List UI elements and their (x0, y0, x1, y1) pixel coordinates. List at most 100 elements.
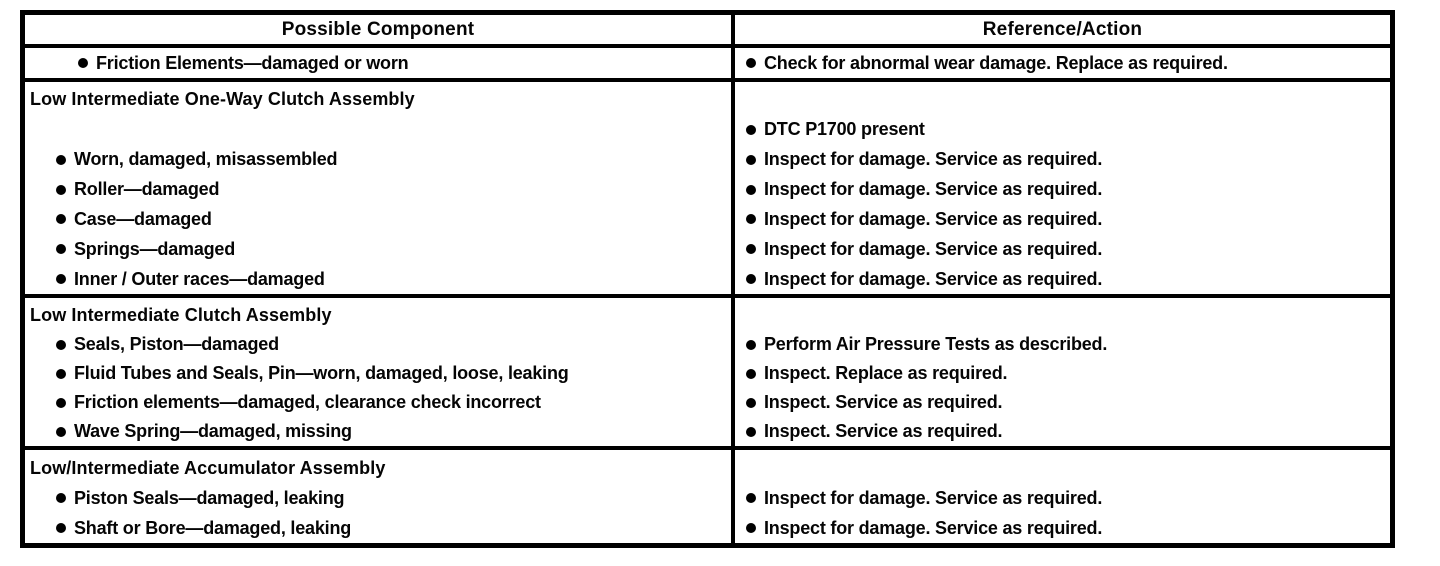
bullet-icon (746, 368, 756, 379)
action-item-text: Inspect. Replace as required. (764, 363, 1008, 383)
component-item: Piston Seals—damaged, leaking (25, 483, 731, 513)
section-heading-text: Low Intermediate One-Way Clutch Assembly (30, 89, 415, 110)
component-item: Inner / Outer races—damaged (25, 264, 731, 294)
component-item-text: Friction Elements—damaged or worn (96, 52, 409, 73)
bullet-icon (78, 58, 88, 68)
component-item-text: Fluid Tubes and Seals, Pin—worn, damaged… (74, 363, 569, 383)
action-item: Inspect. Service as required. (735, 388, 1390, 417)
component-item: Fluid Tubes and Seals, Pin—worn, damaged… (25, 359, 731, 388)
bullet-icon (56, 244, 66, 255)
action-item-text: Inspect for damage. Service as required. (764, 208, 1103, 229)
action-item: Perform Air Pressure Tests as described. (735, 330, 1390, 359)
bullet-icon (746, 244, 756, 255)
action-item-text: Inspect for damage. Service as required. (764, 487, 1103, 508)
bullet-icon (56, 339, 66, 350)
action-item: Inspect for damage. Service as required. (735, 234, 1390, 264)
bullet-icon (746, 493, 756, 503)
section-heading-text: Low/Intermediate Accumulator Assembly (30, 457, 386, 478)
section-heading: Low Intermediate Clutch Assembly (25, 301, 731, 330)
action-item: Inspect for damage. Service as required. (735, 175, 1390, 205)
accumulator-actions-cell: Inspect for damage. Service as required.… (735, 450, 1390, 543)
component-item-text: Inner / Outer races—damaged (74, 268, 325, 289)
accumulator-components-cell: Low/Intermediate Accumulator Assembly Pi… (25, 450, 735, 543)
bullet-icon (746, 339, 756, 350)
li-clutch-section: Low Intermediate Clutch Assembly Seals, … (25, 294, 1390, 446)
action-item: Inspect for damage. Service as required. (735, 264, 1390, 294)
possible-component-header: Possible Component (25, 15, 735, 44)
component-item: Case—damaged (25, 204, 731, 234)
action-item-text: Inspect for damage. Service as required. (764, 179, 1103, 199)
bullet-icon (56, 523, 66, 533)
component-item-text: Friction elements—damaged, clearance che… (74, 392, 541, 412)
action-item-text: Inspect for damage. Service as required. (764, 517, 1103, 538)
component-item-text: Wave Spring—damaged, missing (74, 421, 352, 441)
bullet-icon (56, 426, 66, 437)
bullet-icon (746, 274, 756, 285)
action-item-text: Inspect for damage. Service as required. (764, 268, 1103, 289)
action-item-text: Perform Air Pressure Tests as described. (764, 334, 1108, 354)
li-clutch-actions-cell: Perform Air Pressure Tests as described.… (735, 298, 1390, 446)
component-item-text: Springs—damaged (74, 238, 236, 259)
oneway-clutch-section: Low Intermediate One-Way Clutch Assembly… (25, 78, 1390, 294)
bullet-icon (746, 58, 756, 68)
bullet-icon (746, 397, 756, 408)
oneway-components-cell: Low Intermediate One-Way Clutch Assembly… (25, 82, 735, 294)
component-item: Friction elements—damaged, clearance che… (25, 388, 731, 417)
component-item-text: Seals, Piston—damaged (74, 334, 279, 354)
action-item-text: Inspect for damage. Service as required. (764, 149, 1103, 170)
oneway-actions-cell: DTC P1700 present Inspect for damage. Se… (735, 82, 1390, 294)
component-item: Worn, damaged, misassembled (25, 145, 731, 175)
diagnosis-table: Possible Component Reference/Action Fric… (20, 10, 1395, 548)
action-item-text: Inspect. Service as required. (764, 421, 1003, 441)
action-item-text: Check for abnormal wear damage. Replace … (764, 52, 1228, 73)
bullet-icon (746, 523, 756, 533)
component-item-text: Piston Seals—damaged, leaking (74, 487, 345, 508)
bullet-icon (746, 426, 756, 437)
action-item: Inspect for damage. Service as required. (735, 145, 1390, 175)
component-item: Roller—damaged (25, 175, 731, 205)
action-item-text: DTC P1700 present (764, 119, 925, 140)
component-item-text: Case—damaged (74, 208, 212, 229)
bullet-icon (746, 124, 756, 135)
bullet-icon (746, 214, 756, 225)
li-clutch-components-cell: Low Intermediate Clutch Assembly Seals, … (25, 298, 735, 446)
component-item: Seals, Piston—damaged (25, 330, 731, 359)
component-item: Wave Spring—damaged, missing (25, 417, 731, 446)
action-item: Inspect for damage. Service as required. (735, 204, 1390, 234)
action-item: Inspect. Replace as required. (735, 359, 1390, 388)
bullet-icon (56, 214, 66, 225)
action-item-text: Inspect. Service as required. (764, 392, 1003, 412)
section-heading-text: Low Intermediate Clutch Assembly (30, 305, 332, 325)
component-item-text: Roller—damaged (74, 179, 220, 199)
bullet-icon (56, 397, 66, 408)
bullet-icon (56, 274, 66, 285)
action-item: Inspect for damage. Service as required. (735, 483, 1390, 513)
bullet-icon (56, 368, 66, 379)
possible-component-header-label: Possible Component (281, 18, 475, 40)
action-item: Inspect. Service as required. (735, 417, 1390, 446)
friction-action-cell: Check for abnormal wear damage. Replace … (735, 48, 1390, 78)
action-item: DTC P1700 present (735, 115, 1390, 145)
component-item: Shaft or Bore—damaged, leaking (25, 513, 731, 543)
section-heading: Low Intermediate One-Way Clutch Assembly (25, 85, 731, 115)
component-item: Friction Elements—damaged or worn (25, 48, 409, 78)
action-item: Check for abnormal wear damage. Replace … (735, 48, 1228, 78)
accumulator-section: Low/Intermediate Accumulator Assembly Pi… (25, 446, 1390, 543)
section-heading: Low/Intermediate Accumulator Assembly (25, 453, 731, 483)
bullet-icon (56, 154, 66, 165)
bullet-icon (746, 184, 756, 195)
table-header-row: Possible Component Reference/Action (25, 15, 1390, 44)
component-item-text: Shaft or Bore—damaged, leaking (74, 517, 352, 538)
bullet-icon (56, 493, 66, 503)
component-item: Springs—damaged (25, 234, 731, 264)
friction-component-cell: Friction Elements—damaged or worn (25, 48, 735, 78)
friction-elements-row: Friction Elements—damaged or worn Check … (25, 44, 1390, 78)
action-item: Inspect for damage. Service as required. (735, 513, 1390, 543)
reference-action-header-label: Reference/Action (982, 18, 1143, 40)
bullet-icon (746, 154, 756, 165)
component-item-text: Worn, damaged, misassembled (74, 149, 338, 170)
action-item-text: Inspect for damage. Service as required. (764, 238, 1103, 259)
reference-action-header: Reference/Action (735, 15, 1390, 44)
bullet-icon (56, 184, 66, 195)
